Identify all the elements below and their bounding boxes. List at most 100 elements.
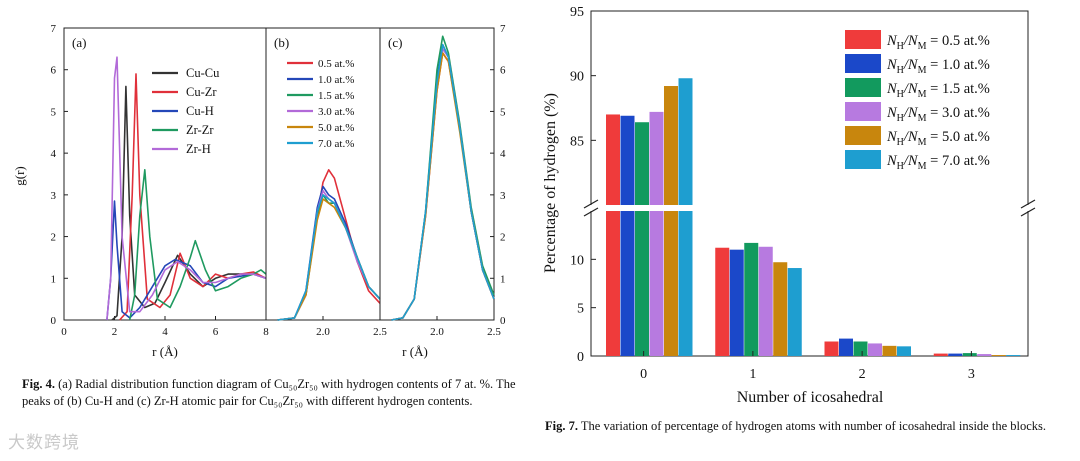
panel-a-ylabel: g(r) (12, 166, 27, 186)
panel-b-xtick-label: 2.0 (316, 326, 330, 338)
legend-label-part: = 0.5 at.% (927, 33, 990, 49)
figure-7: 0 5 10 85 90 95 0 1 2 3 Percentage of hydrogen (%)… (530, 0, 1080, 461)
legend-label-part: N (886, 57, 898, 73)
panel-a-xtick-label: 8 (263, 326, 269, 338)
bar (787, 268, 802, 356)
legend-label: NH/NM = 0.5 at.% (886, 33, 990, 52)
bar (868, 343, 882, 356)
legend-label-part: N (886, 33, 898, 49)
figure-4-caption-text: (a) Radial distribution function diagram… (22, 377, 516, 408)
bar (933, 353, 948, 356)
panel-c-ytick-label: 3 (500, 190, 506, 202)
bar (758, 246, 773, 356)
panel-a-ytick-label: 4 (51, 148, 57, 160)
panel-a-xtick-label: 2 (112, 326, 118, 338)
legend-swatch (845, 78, 881, 97)
legend-b-label: 5.0 at.% (318, 122, 354, 134)
panel-b-series-line (277, 198, 381, 321)
legend-label-part: M (918, 161, 927, 172)
legend-label-part: /N (903, 129, 919, 145)
legend-label-part: H (897, 161, 904, 172)
panel-c-series-line (391, 52, 495, 321)
legend-label-part: M (918, 41, 927, 52)
panel-a-series-line (128, 169, 267, 321)
legend-label: NH/NM = 3.0 at.% (886, 105, 990, 124)
legend-swatch (845, 102, 881, 121)
panel-b-series-line (277, 194, 381, 321)
legend-a-label: Cu-Zr (186, 85, 217, 99)
legend-label-part: = 3.0 at.% (927, 105, 990, 121)
axis-break-gap (585, 205, 1034, 211)
ytick-upper-label: 90 (570, 70, 584, 85)
panel-c-ytick-label: 7 (500, 23, 506, 35)
legend-label-part: N (886, 129, 898, 145)
legend-swatch (845, 150, 881, 169)
panel-a-xtick-label: 6 (213, 326, 219, 338)
axis-break-mark (1020, 207, 1036, 217)
ytick-lower-label: 5 (577, 302, 584, 317)
panel-c-xlabel: r (Å) (402, 344, 428, 359)
panel-a-ytick-label: 7 (51, 23, 57, 35)
bar (897, 346, 911, 356)
panel-a-series-line (106, 56, 267, 321)
legend-label-part: = 7.0 at.% (927, 153, 990, 169)
xtick-label: 1 (749, 367, 756, 382)
panel-c-label: (c) (388, 35, 402, 50)
bar (620, 115, 635, 205)
bar-chart-frame (590, 10, 1029, 357)
panel-a-series-line (111, 85, 267, 321)
bar (664, 86, 678, 205)
legend-b-label: 1.5 at.% (318, 90, 354, 102)
legend-label-part: /N (903, 57, 919, 73)
panel-c-xtick-label: 2.5 (487, 326, 501, 338)
bar (606, 114, 620, 205)
bar (729, 249, 744, 356)
panel-a-xlabel: r (Å) (152, 344, 178, 359)
legend-a-label: Cu-Cu (186, 66, 220, 80)
figure-7-caption-text: The variation of percentage of hydrogen … (577, 419, 1047, 433)
legend-label: NH/NM = 7.0 at.% (886, 153, 990, 172)
panel-c-ytick-label: 6 (500, 65, 506, 77)
ytick-lower-label: 10 (570, 253, 584, 268)
bar-chart-ylabel: Percentage of hydrogen (%) (542, 93, 559, 273)
bar (678, 78, 693, 205)
bar (773, 262, 788, 356)
xtick-label: 2 (859, 367, 866, 382)
panel-b-series-line (277, 189, 381, 321)
legend-label-part: H (897, 41, 904, 52)
legend-swatch (845, 54, 881, 73)
bar (715, 247, 730, 356)
bar (620, 211, 635, 356)
panel-a-ytick-label: 2 (51, 232, 57, 244)
legend-label-part: = 1.5 at.% (927, 81, 990, 97)
figure-7-caption-label: Fig. 7. (545, 419, 578, 433)
axis-break-mark (583, 207, 599, 217)
watermark-text: 大数跨境 (8, 433, 80, 453)
panel-c-series-line (391, 43, 495, 321)
panel-b-series-line (277, 194, 381, 321)
legend-b-label: 3.0 at.% (318, 106, 354, 118)
ytick-upper-label: 95 (570, 5, 584, 20)
bar (991, 355, 1006, 356)
legend-label-part: N (886, 81, 898, 97)
panel-a-xtick-label: 0 (61, 326, 67, 338)
panel-a-ytick-label: 3 (51, 190, 57, 202)
panel-a-xtick-label: 4 (162, 326, 168, 338)
legend-label-part: H (897, 113, 904, 124)
panel-b-series-line (277, 185, 381, 321)
panel-a-ytick-label: 5 (51, 106, 57, 118)
legend-a-label: Cu-H (186, 104, 214, 118)
legend-swatch (845, 30, 881, 49)
bar (824, 341, 839, 356)
bar (839, 338, 853, 356)
legend-label-part: /N (903, 153, 919, 169)
panel-a-label: (a) (72, 35, 86, 50)
panel-b-xtick-label: 2.5 (373, 326, 387, 338)
bar (649, 111, 664, 205)
figure-4-caption: Fig. 4. (a) Radial distribution function… (22, 376, 522, 410)
figure-4-caption-label: Fig. 4. (22, 377, 55, 391)
panel-a-ytick-label: 6 (51, 65, 57, 77)
figure-4-plots: (a)0 2 4 6 8(b)2.0 2.5(c)2.0 2.501234567012345… (12, 23, 506, 359)
panel-c-series-line (391, 52, 495, 321)
panel-c-series-line (391, 35, 495, 321)
